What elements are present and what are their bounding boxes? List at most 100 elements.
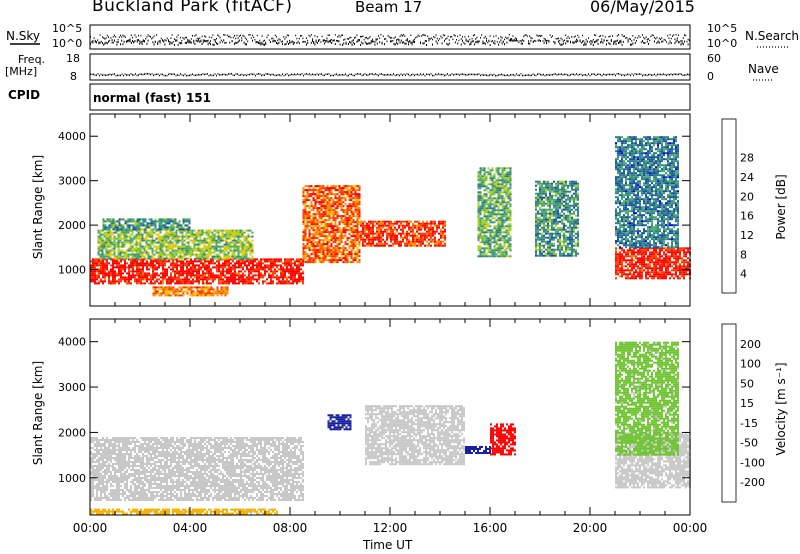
power-cell [282, 274, 284, 277]
power-cell [322, 225, 325, 228]
power-cell [173, 253, 176, 256]
power-cell [219, 241, 222, 244]
nsearch-point [213, 44, 215, 46]
power-cell [175, 253, 178, 256]
power-cell [189, 251, 192, 254]
power-cell [250, 278, 252, 281]
power-cell [109, 233, 112, 236]
power-cell [191, 231, 194, 234]
nsky-label: N.Sky [6, 29, 41, 43]
power-cell [192, 274, 194, 277]
power-cell [225, 239, 228, 242]
power-cell [157, 255, 160, 258]
power-cell [233, 253, 236, 256]
power-cell [156, 228, 159, 231]
power-cell [168, 228, 171, 231]
power-cell [378, 224, 380, 227]
power-cell [232, 274, 234, 277]
power-cell [376, 244, 378, 247]
power-cell [227, 251, 230, 254]
power-cell [372, 236, 374, 239]
freq-point [664, 73, 666, 76]
power-cell [200, 274, 202, 277]
power-cell [159, 257, 162, 260]
power-cell [286, 268, 288, 271]
nsky-point [169, 41, 171, 43]
freq-point [601, 74, 603, 77]
power-cell [479, 227, 482, 230]
power-cell [215, 231, 218, 234]
power-cell [336, 249, 339, 252]
power-cell [280, 280, 282, 283]
power-cell [240, 262, 242, 265]
power-cell [209, 237, 212, 240]
nsky-point [650, 35, 652, 38]
freq-point [508, 74, 510, 77]
nsky-point [364, 37, 366, 39]
power-cell [250, 270, 252, 273]
power-cell [151, 235, 154, 238]
power-cell [352, 241, 355, 244]
power-cell [120, 272, 122, 275]
nsky-point [644, 38, 646, 40]
power-cell [154, 260, 156, 263]
nsky-point [506, 37, 508, 40]
power-cell [94, 274, 96, 277]
freq-point [384, 74, 385, 76]
freq-point [309, 73, 310, 75]
power-cell [370, 232, 372, 235]
nsearch-point [644, 42, 646, 44]
power-cell [149, 233, 152, 236]
power-cell [150, 280, 152, 283]
freq-point [609, 73, 610, 76]
freq-point [282, 73, 283, 75]
power-cell [332, 211, 335, 214]
nsearch-point [661, 40, 663, 43]
nsky-point [661, 37, 663, 39]
power-cell [154, 286, 157, 289]
freq-point [486, 74, 487, 76]
power-cell [334, 231, 337, 234]
freq-point [453, 74, 454, 76]
power-cell [246, 278, 248, 281]
power-cell [226, 286, 229, 289]
power-cell [128, 220, 131, 223]
power-cell [350, 261, 353, 264]
power-cell [398, 242, 400, 245]
power-cell [135, 241, 138, 244]
power-cell [251, 251, 254, 254]
power-cell [348, 219, 351, 222]
freq-point [660, 73, 661, 76]
power-cell [290, 282, 292, 285]
nsearch-point [460, 43, 462, 46]
power-cell [128, 264, 130, 267]
power-cell [189, 249, 192, 252]
power-cell [270, 274, 272, 277]
power-cell [346, 185, 349, 188]
power-cell [141, 255, 144, 258]
freq-point [301, 73, 303, 75]
power-cell [308, 215, 311, 218]
nsky-point [616, 35, 618, 37]
power-cell [168, 222, 171, 225]
power-cell [280, 266, 282, 269]
freq-point [225, 74, 226, 76]
power-cell [252, 282, 254, 285]
power-cell [322, 253, 325, 256]
power-cell [336, 259, 339, 262]
freq-point [619, 73, 621, 76]
power-cell [328, 197, 331, 200]
power-cell [346, 193, 349, 196]
freq-point [318, 74, 319, 76]
power-cell [199, 241, 202, 244]
nsearch-point [406, 39, 408, 42]
power-cell [348, 255, 351, 258]
power-cell [233, 255, 236, 258]
power-cell [424, 238, 426, 241]
freq-point [666, 74, 667, 76]
freq-point [219, 74, 220, 76]
power-cell [360, 224, 362, 227]
power-cell [270, 282, 272, 285]
power-cell [124, 276, 126, 279]
nsearch-point [235, 41, 237, 44]
